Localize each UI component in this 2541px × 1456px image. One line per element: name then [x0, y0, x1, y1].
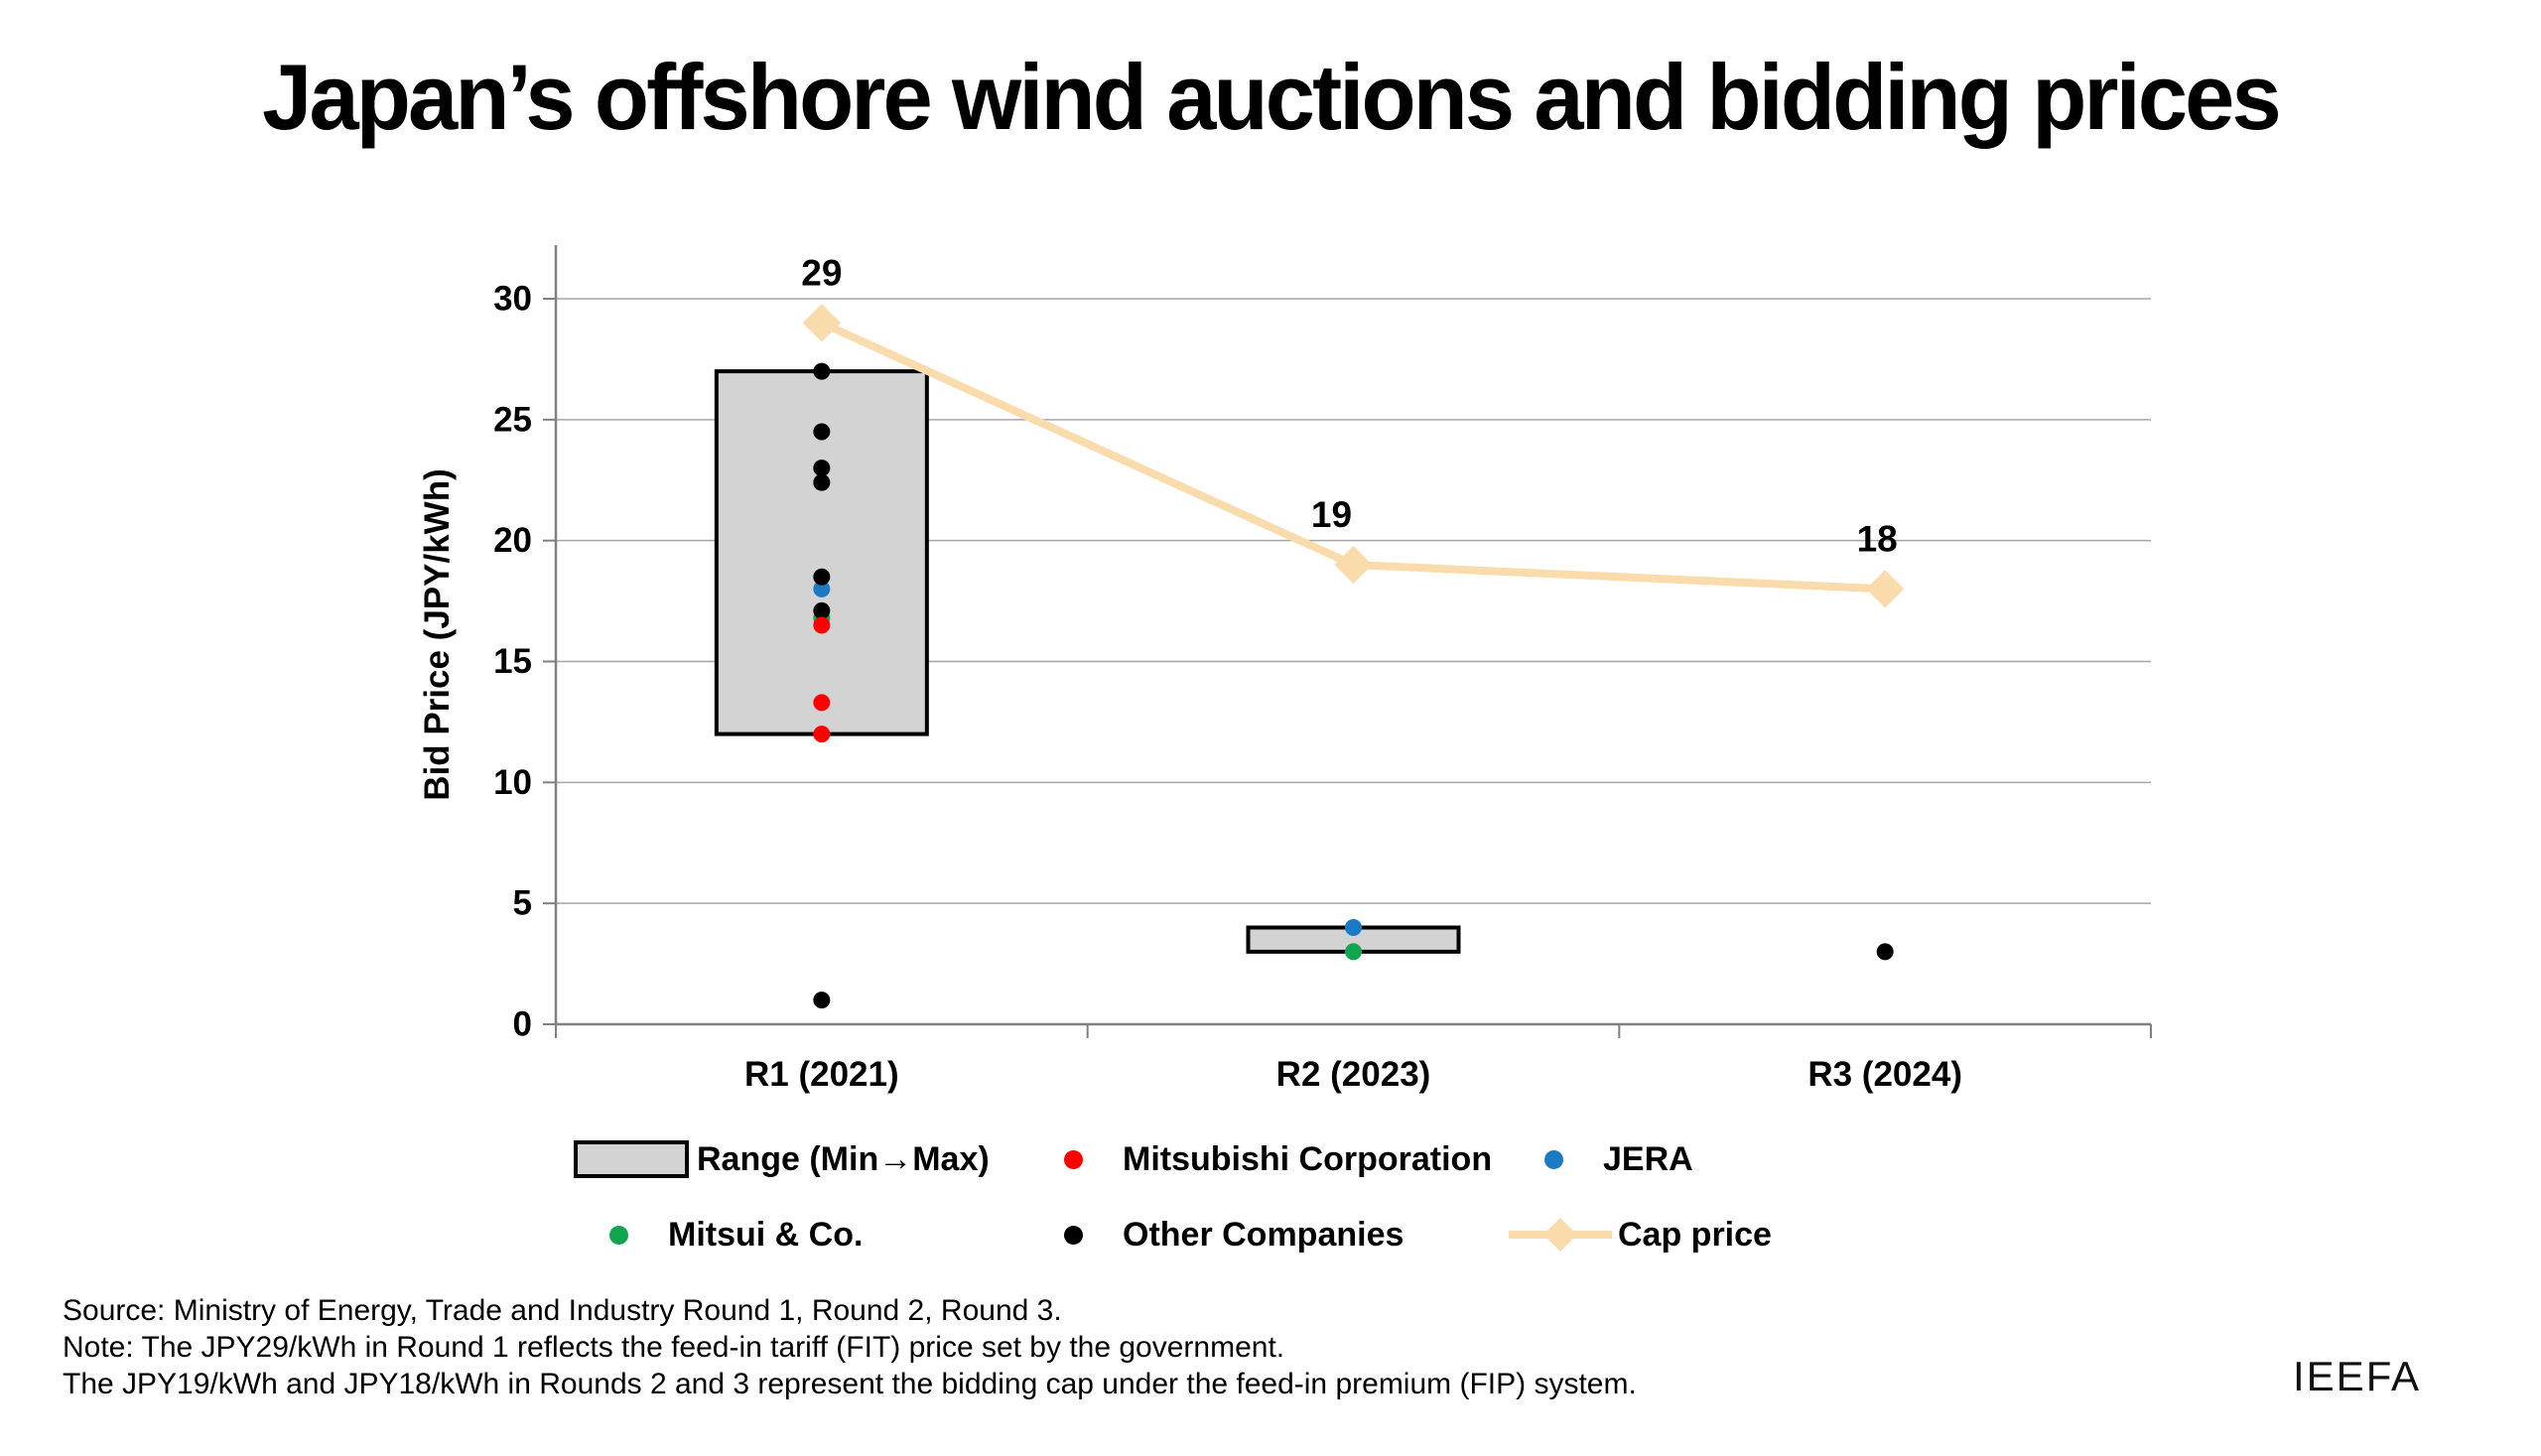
x-category-label: R3 (2024): [1807, 1055, 1962, 1094]
data-point-other: [813, 601, 831, 619]
legend-label-other: Other Companies: [1123, 1215, 1404, 1254]
cap-diamond-icon: [1543, 1218, 1577, 1252]
data-point-jera: [1345, 919, 1362, 937]
cap-line-icon: [1509, 1218, 1612, 1252]
y-tick-label: 10: [493, 763, 532, 802]
data-point-other: [1876, 943, 1894, 961]
range-swatch-icon: [574, 1140, 689, 1178]
footnotes: Source: Ministry of Energy, Trade and In…: [63, 1292, 1637, 1402]
data-point-other: [813, 362, 831, 380]
green-dot-icon: [609, 1225, 628, 1245]
y-tick-label: 30: [493, 280, 532, 319]
legend-label-range: Range (Min→Max): [697, 1139, 990, 1178]
y-tick-label: 25: [493, 400, 532, 439]
cap-price-marker: [1866, 570, 1905, 608]
y-tick-label: 5: [513, 884, 532, 923]
chart-title: Japan’s offshore wind auctions and biddi…: [262, 45, 2281, 149]
cap-price-label: 29: [801, 252, 842, 293]
blue-dot-icon: [1544, 1149, 1563, 1169]
footnote-source: Source: Ministry of Energy, Trade and In…: [63, 1294, 1062, 1327]
cap-price-label: 18: [1857, 518, 1898, 559]
legend-item-other: Other Companies: [1064, 1212, 1404, 1257]
cap-price-marker: [1334, 545, 1373, 585]
data-point-mitsubishi: [813, 616, 831, 634]
legend-label-mitsubishi: Mitsubishi Corporation: [1123, 1139, 1493, 1178]
data-point-mitsui: [1345, 943, 1362, 961]
data-point-other: [813, 460, 831, 477]
legend-label-jera: JERA: [1603, 1139, 1693, 1178]
y-axis-title: Bid Price (JPY/kWh): [418, 468, 457, 801]
y-tick-label: 15: [493, 642, 532, 681]
data-point-other: [813, 568, 831, 586]
legend-item-mitsubishi: Mitsubishi Corporation: [1064, 1136, 1492, 1182]
red-dot-icon: [1064, 1149, 1083, 1169]
data-point-mitsubishi: [813, 726, 831, 743]
legend-label-cap: Cap price: [1618, 1215, 1772, 1254]
brand-logo: IEEFA: [2293, 1353, 2422, 1399]
x-category-label: R2 (2023): [1276, 1055, 1431, 1094]
x-category-label: R1 (2021): [744, 1055, 899, 1094]
black-dot-icon: [1064, 1225, 1083, 1245]
legend-item-cap: Cap price: [1509, 1212, 1772, 1257]
footnote-note2: The JPY19/kWh and JPY18/kWh in Rounds 2 …: [63, 1368, 1637, 1400]
legend-item-jera: JERA: [1544, 1136, 1693, 1182]
data-point-other: [813, 992, 831, 1009]
footnote-note1: Note: The JPY29/kWh in Round 1 reflects …: [63, 1331, 1285, 1364]
data-point-mitsubishi: [813, 694, 831, 712]
legend-item-range: Range (Min→Max): [574, 1136, 990, 1182]
legend-label-mitsui: Mitsui & Co.: [668, 1215, 864, 1254]
y-tick-label: 0: [513, 1005, 532, 1044]
y-tick-label: 20: [493, 521, 532, 560]
data-point-other: [813, 423, 831, 441]
data-point-jera: [813, 580, 831, 597]
data-point-other: [813, 473, 831, 491]
cap-price-label: 19: [1311, 494, 1352, 535]
legend-item-mitsui: Mitsui & Co.: [609, 1212, 863, 1257]
cap-price-marker: [802, 304, 841, 342]
